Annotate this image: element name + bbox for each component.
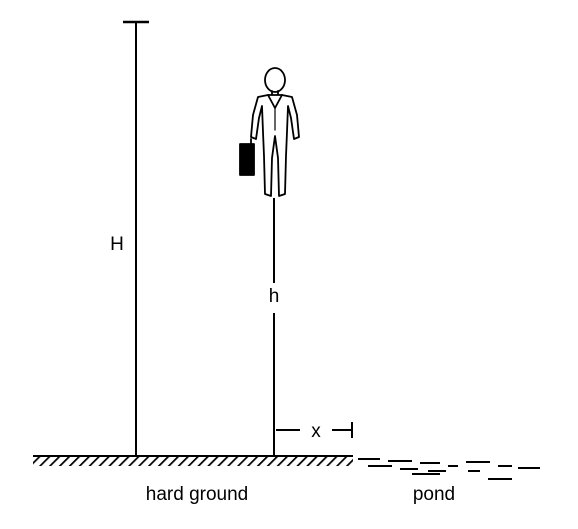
pond-label: pond [413,484,455,505]
hard-ground-label: hard ground [146,484,248,505]
height-h-label: h [269,286,280,307]
gap-x-label: x [311,421,321,442]
height-H-label: H [110,234,124,255]
height-H-pole [123,20,149,456]
hard-ground-surface [33,455,353,466]
pond-surface [358,458,540,480]
person-with-briefcase-icon [239,67,300,197]
gap-x-dimension [276,422,353,438]
